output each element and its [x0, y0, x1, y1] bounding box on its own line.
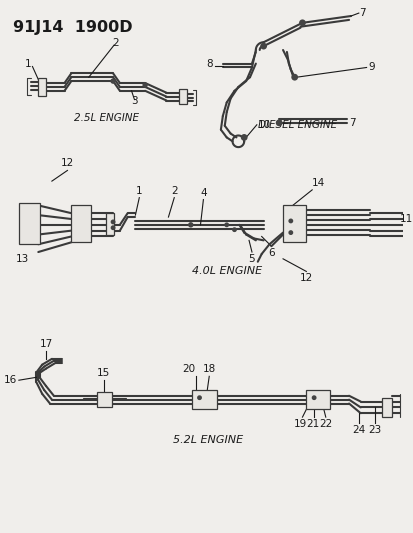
Text: 15: 15 [97, 368, 110, 378]
Text: 2: 2 [171, 185, 177, 196]
Text: 3: 3 [131, 96, 138, 107]
Circle shape [288, 230, 292, 235]
Bar [96, 392, 112, 407]
Text: 2.5L ENGINE: 2.5L ENGINE [74, 113, 138, 123]
Text: 19: 19 [293, 419, 306, 429]
Bar [191, 390, 216, 409]
Text: 24: 24 [351, 425, 365, 435]
Text: 2: 2 [112, 38, 119, 48]
Bar [71, 205, 90, 243]
Circle shape [110, 78, 116, 84]
Bar [38, 78, 46, 95]
Text: 13: 13 [16, 254, 29, 264]
Bar [106, 213, 114, 235]
Circle shape [110, 225, 115, 230]
Circle shape [240, 134, 247, 141]
Text: 21: 21 [306, 419, 319, 429]
Text: 5: 5 [248, 254, 255, 264]
Bar [306, 390, 329, 409]
Text: 4: 4 [199, 188, 206, 198]
Text: 12: 12 [61, 158, 74, 168]
Circle shape [188, 222, 193, 228]
Bar [19, 204, 40, 244]
Bar [179, 89, 186, 104]
Text: 22: 22 [318, 419, 332, 429]
Text: 14: 14 [311, 178, 325, 188]
Circle shape [110, 220, 115, 224]
Text: 16: 16 [4, 375, 17, 385]
Bar [282, 205, 306, 243]
Circle shape [142, 82, 147, 88]
Text: 1: 1 [25, 59, 32, 69]
Circle shape [291, 74, 297, 80]
Circle shape [232, 227, 236, 232]
Circle shape [224, 222, 228, 227]
Circle shape [288, 219, 292, 223]
Circle shape [275, 119, 282, 126]
Text: 4.0L ENGINE: 4.0L ENGINE [191, 266, 261, 277]
Text: 1: 1 [135, 185, 142, 196]
Text: 5.2L ENGINE: 5.2L ENGINE [173, 435, 243, 446]
Text: 12: 12 [299, 273, 312, 284]
Text: 7: 7 [358, 8, 365, 18]
Text: DIESEL ENGINE: DIESEL ENGINE [257, 120, 336, 130]
Text: 11: 11 [399, 214, 412, 224]
Text: 9: 9 [368, 62, 374, 72]
Text: 8: 8 [206, 59, 213, 69]
Text: 20: 20 [182, 365, 195, 374]
Text: 17: 17 [39, 339, 52, 349]
Text: 7: 7 [348, 118, 355, 128]
Circle shape [311, 395, 316, 400]
Text: 6: 6 [268, 248, 274, 258]
Text: 18: 18 [202, 365, 215, 374]
Text: 91J14  1900D: 91J14 1900D [13, 20, 132, 35]
Circle shape [197, 395, 202, 400]
Circle shape [298, 19, 305, 26]
Text: 10: 10 [257, 120, 270, 130]
Circle shape [260, 43, 266, 50]
Bar [381, 398, 391, 417]
Text: 23: 23 [368, 425, 381, 435]
